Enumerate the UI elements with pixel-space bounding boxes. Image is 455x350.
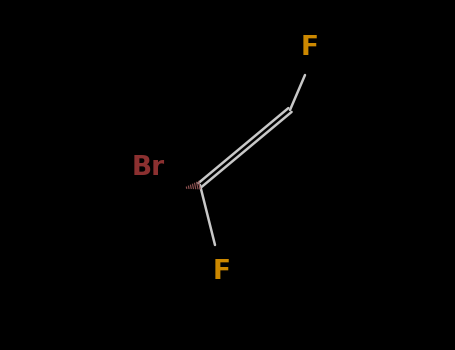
Text: F: F bbox=[213, 259, 231, 285]
Text: F: F bbox=[301, 35, 319, 61]
Text: Br: Br bbox=[131, 155, 165, 181]
